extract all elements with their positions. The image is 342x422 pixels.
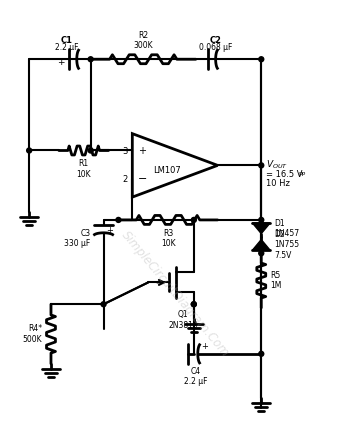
Circle shape (259, 217, 264, 222)
Text: −: − (138, 174, 148, 184)
Text: +: + (57, 58, 65, 67)
Text: +: + (201, 342, 208, 351)
Text: Q1
2N3819: Q1 2N3819 (168, 310, 198, 330)
Circle shape (116, 217, 121, 222)
Text: C1: C1 (61, 36, 73, 45)
Text: 2.2 μF: 2.2 μF (55, 43, 79, 52)
Text: = 16.5 V: = 16.5 V (266, 170, 303, 179)
Text: +: + (138, 146, 146, 157)
Circle shape (191, 217, 196, 222)
Circle shape (259, 251, 264, 256)
Circle shape (101, 302, 106, 307)
Text: R2
300K: R2 300K (133, 31, 153, 50)
Text: C3
330 μF: C3 330 μF (64, 229, 91, 248)
Text: R5
1M: R5 1M (270, 271, 281, 290)
Text: PP: PP (298, 172, 305, 177)
Text: 10 Hz: 10 Hz (266, 179, 290, 188)
Text: R3
10K: R3 10K (161, 229, 175, 248)
Text: R4*
500K: R4* 500K (23, 324, 42, 344)
Circle shape (259, 352, 264, 356)
Text: D2
1N755
7.5V: D2 1N755 7.5V (274, 230, 299, 260)
Polygon shape (252, 240, 270, 250)
Text: $V_{OUT}$: $V_{OUT}$ (266, 158, 288, 170)
Circle shape (27, 148, 32, 153)
Circle shape (88, 57, 93, 62)
Text: 3: 3 (122, 147, 127, 156)
Text: C4
2.2 μF: C4 2.2 μF (184, 367, 208, 386)
Text: SimpleCircuitDiagram.Com: SimpleCircuitDiagram.Com (119, 229, 231, 360)
Text: 0.068 μF: 0.068 μF (199, 43, 232, 52)
Circle shape (259, 57, 264, 62)
Text: LM107: LM107 (154, 166, 181, 175)
Polygon shape (252, 223, 270, 234)
Text: C2: C2 (210, 36, 222, 45)
Text: +: + (106, 226, 114, 235)
Text: R1
10K: R1 10K (76, 160, 91, 179)
Text: D1
1N457: D1 1N457 (274, 219, 299, 238)
Text: 2: 2 (122, 175, 127, 184)
Circle shape (259, 163, 264, 168)
Circle shape (191, 302, 196, 307)
Circle shape (191, 302, 196, 307)
Circle shape (88, 148, 93, 153)
